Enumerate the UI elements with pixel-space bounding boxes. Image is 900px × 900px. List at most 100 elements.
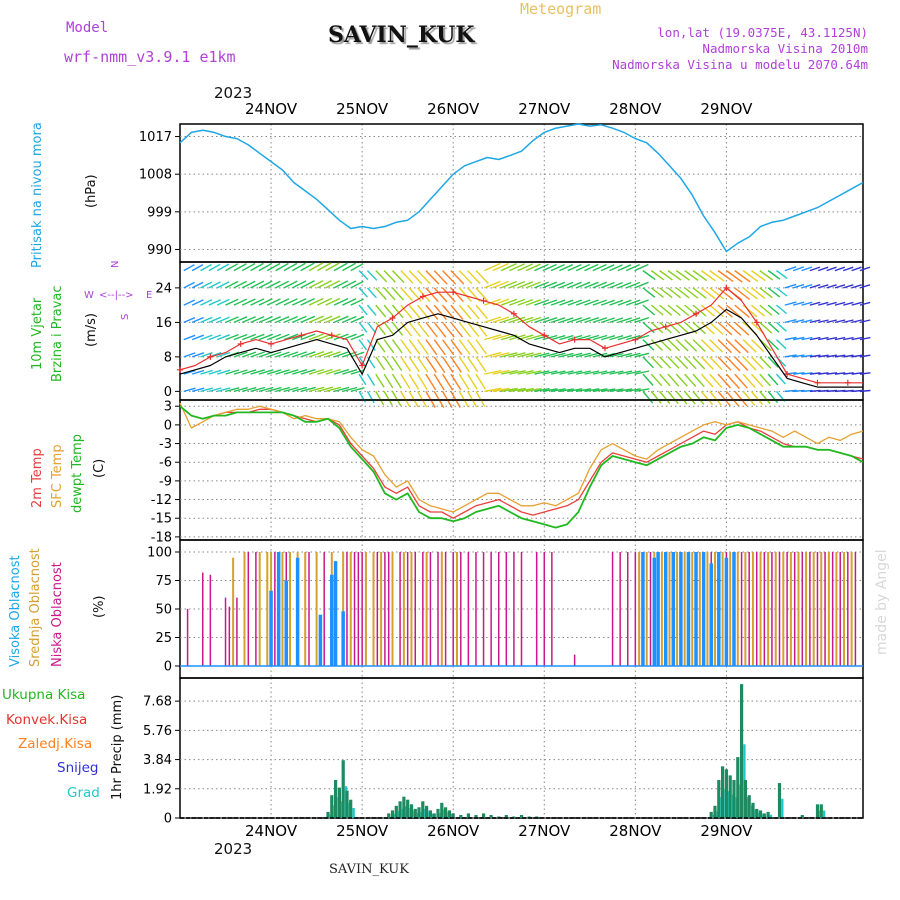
- wind-arrow: [333, 351, 349, 358]
- wind-arrow: [484, 298, 501, 306]
- wind-arrow: [333, 297, 349, 306]
- wind-arrow: [442, 339, 455, 356]
- wind-arrow: [325, 333, 341, 341]
- wind-arrow: [592, 370, 608, 375]
- precip-bar-total: [732, 780, 736, 818]
- wind-arrow: [275, 316, 290, 324]
- wind-arrow: [725, 390, 740, 407]
- wind-series: [177, 284, 863, 388]
- wind-arrow: [659, 356, 672, 369]
- wind-arrow: [442, 321, 455, 338]
- wind-arrow: [542, 281, 557, 289]
- precip-bar-total: [721, 766, 725, 818]
- wind-arrow: [216, 263, 230, 272]
- wind-arrow: [675, 356, 689, 370]
- wind-arrow: [383, 321, 395, 336]
- wind-arrow: [550, 388, 566, 393]
- wind-arrow: [225, 369, 240, 375]
- wind-arrow: [826, 319, 837, 324]
- wind-ytick-label: 24: [155, 281, 172, 296]
- wind-arrow: [617, 388, 633, 393]
- wind-arrow: [767, 321, 780, 333]
- wind-arrow: [851, 284, 862, 289]
- wind-arrow: [859, 301, 871, 306]
- wind-arrow: [734, 373, 748, 389]
- wind-speed-line: [179, 308, 863, 388]
- precip-ytick-label: 5.76: [143, 724, 172, 739]
- precip-bar-total: [428, 810, 432, 818]
- wind-arrow: [291, 262, 306, 272]
- wind-arrow: [826, 284, 837, 289]
- wind-arrow: [634, 370, 650, 375]
- wind-arrow: [818, 372, 829, 375]
- legend-hail: Grad: [67, 785, 100, 801]
- wind-arrow: [525, 316, 542, 324]
- wind-arrow: [450, 339, 463, 356]
- precip-bar-total: [717, 780, 721, 818]
- wind-arrow: [325, 297, 341, 306]
- precip-bar-total: [440, 802, 444, 818]
- wind-arrow: [217, 387, 231, 393]
- wind-arrow: [642, 356, 655, 369]
- bottom-xlabel: 28NOV: [609, 822, 662, 840]
- wind-arrow: [776, 321, 787, 332]
- wind-arrow: [801, 372, 813, 375]
- wind-arrow: [600, 264, 615, 272]
- precip-bar-total: [743, 780, 747, 818]
- wind-arrow: [709, 287, 725, 300]
- wind-arrow: [500, 387, 518, 393]
- wind-arrow: [450, 304, 464, 320]
- wind-arrow: [717, 390, 731, 407]
- wind-arrow: [291, 280, 307, 289]
- temp-series: [179, 402, 864, 529]
- wind-arrow: [750, 373, 764, 388]
- wind-arrow: [650, 287, 664, 298]
- wind-arrow: [675, 287, 690, 299]
- wind-arrow: [550, 263, 565, 272]
- wind-arrow: [801, 336, 813, 341]
- wind-arrow: [642, 287, 656, 298]
- wind-arrow: [484, 262, 501, 272]
- wind-arrow: [725, 304, 742, 319]
- wind-arrow: [325, 386, 342, 393]
- wind-arrow: [809, 372, 821, 375]
- wind-arrow: [250, 298, 265, 306]
- wind-arrow: [317, 368, 333, 375]
- wind-arrow: [767, 287, 781, 298]
- wind-arrow: [843, 301, 854, 306]
- wind-arrow: [617, 264, 632, 272]
- wind-arrow: [250, 351, 265, 358]
- wind-arrow: [550, 281, 566, 289]
- wind-arrow: [283, 369, 299, 375]
- wind-arrow: [834, 284, 846, 289]
- wind-arrow: [517, 316, 534, 324]
- wind-arrow: [793, 389, 805, 393]
- wind-arrow: [734, 390, 748, 407]
- wind-arrow: [793, 301, 805, 306]
- wind-arrow: [575, 263, 591, 272]
- precip-bar-total: [740, 684, 744, 818]
- wind-arrow: [191, 334, 204, 341]
- wind-arrow: [492, 334, 510, 341]
- wind-arrow: [441, 373, 454, 391]
- wind-arrow: [484, 387, 502, 393]
- wind-arrow: [342, 280, 357, 289]
- precip-bars: [180, 684, 863, 819]
- wind-arrow: [734, 339, 749, 354]
- cloud-ytick-label: 100: [147, 546, 172, 561]
- precip-border: [179, 677, 864, 819]
- wind-arrow: [843, 354, 854, 358]
- precip-bar-total: [444, 807, 448, 818]
- wind-arrow: [441, 356, 454, 373]
- wind-arrow: [325, 315, 341, 324]
- wind-arrow: [793, 319, 805, 324]
- wind-arrow: [626, 317, 641, 324]
- wind-arrow: [391, 391, 402, 407]
- wind-compass: N W <--|--> E S: [84, 261, 152, 320]
- wind-arrow: [767, 339, 780, 351]
- wind-arrow: [784, 354, 797, 358]
- wind-arrow: [559, 352, 574, 358]
- wind-arrow: [667, 356, 680, 369]
- wind-arrow: [225, 263, 239, 272]
